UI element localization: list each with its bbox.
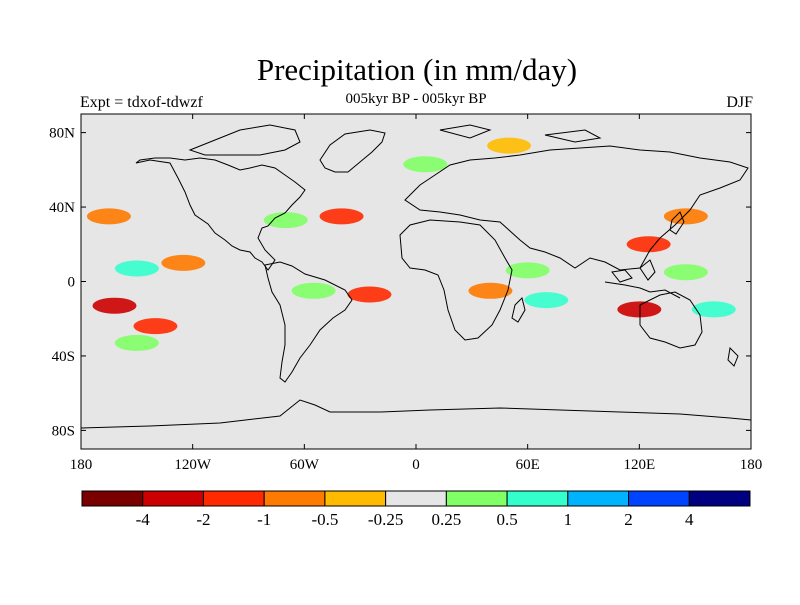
- colorbar-swatch: [81, 490, 144, 507]
- anomaly-patch: [403, 156, 448, 173]
- colorbar-label: -2: [196, 510, 210, 529]
- colorbar-swatch: [142, 490, 204, 507]
- colorbar-label: -0.25: [368, 510, 403, 529]
- anomaly-patch: [663, 264, 708, 281]
- figure-subtitle: 005kyr BP - 005kyr BP: [345, 91, 486, 107]
- coast-south-america: [264, 261, 353, 383]
- lat-tick-label: 80S: [52, 423, 75, 439]
- anomaly-patch: [114, 260, 159, 277]
- colorbar-swatch: [567, 490, 630, 507]
- anomaly-patch: [114, 334, 159, 351]
- lat-tick-label: 40S: [52, 349, 75, 365]
- coast-japan: [669, 211, 685, 235]
- anomaly-patch: [92, 297, 137, 314]
- colorbar-label: 4: [685, 510, 694, 529]
- colorbar-swatch: [506, 490, 569, 507]
- anomaly-patch: [691, 301, 736, 318]
- anomaly-patch: [524, 292, 569, 309]
- colorbar-label: -4: [136, 510, 151, 529]
- coast-antarctica: [81, 399, 751, 429]
- colorbar-swatch: [445, 490, 508, 507]
- colorbar-label: -0.5: [311, 510, 338, 529]
- anomaly-patch: [663, 208, 708, 225]
- lon-tick-label: 180: [740, 457, 763, 473]
- lon-tick-label: 120E: [623, 457, 655, 473]
- lon-tick-label: 60W: [290, 457, 320, 473]
- colorbar-label: 1: [564, 510, 573, 529]
- coast-eurasia: [404, 145, 749, 271]
- coast-madagascar: [511, 297, 526, 323]
- coast-north-america: [135, 157, 306, 271]
- colorbar-swatch: [385, 490, 447, 507]
- anomaly-patch: [468, 282, 513, 299]
- coast-maritime-continent: [604, 259, 681, 299]
- latitude-axis: 80N 40N 0 40S 80S: [49, 126, 751, 439]
- coast-africa: [399, 219, 513, 341]
- colorbar-swatch: [202, 490, 265, 507]
- coastlines: [81, 124, 751, 429]
- anomaly-patch: [626, 236, 671, 253]
- lon-tick-label: 120W: [174, 457, 212, 473]
- lat-tick-label: 80N: [49, 126, 75, 142]
- anomaly-regions: [86, 137, 736, 351]
- colorbar-swatch: [628, 490, 690, 507]
- anomaly-patch: [291, 282, 336, 299]
- colorbar: -4 -2 -1 -0.5 -0.25 0.25 0.5 1 2 4: [81, 490, 751, 529]
- anomaly-patch: [487, 137, 532, 154]
- colorbar-label: 2: [624, 510, 633, 529]
- longitude-axis: 180 120W 60W 0 60E 120E 180: [70, 114, 763, 473]
- anomaly-patch: [505, 262, 550, 279]
- anomaly-patch: [347, 286, 392, 303]
- anomaly-patch: [86, 208, 131, 225]
- coast-arctic-islands: [188, 124, 602, 156]
- lon-tick-label: 0: [412, 457, 420, 473]
- colorbar-swatch: [688, 490, 751, 507]
- anomaly-patch: [161, 254, 206, 271]
- colorbar-swatch: [324, 490, 387, 507]
- coast-new-zealand: [727, 346, 739, 367]
- season-label: DJF: [726, 94, 753, 111]
- colorbar-swatch: [263, 490, 326, 507]
- anomaly-patch: [617, 301, 662, 318]
- anomaly-patch: [263, 212, 308, 229]
- coast-australia: [639, 291, 703, 349]
- figure-title: Precipitation (in mm/day): [257, 52, 577, 87]
- coast-greenland: [319, 129, 386, 173]
- lon-tick-label: 180: [70, 457, 93, 473]
- lat-tick-label: 40N: [49, 200, 75, 216]
- lat-tick-label: 0: [68, 275, 76, 291]
- colorbar-label: 0.5: [496, 510, 517, 529]
- anomaly-patch: [319, 208, 364, 225]
- lon-tick-label: 60E: [516, 457, 540, 473]
- colorbar-label: -1: [257, 510, 271, 529]
- colorbar-label: 0.25: [431, 510, 461, 529]
- experiment-label: Expt = tdxof-tdwzf: [80, 94, 203, 111]
- anomaly-patch: [133, 318, 178, 335]
